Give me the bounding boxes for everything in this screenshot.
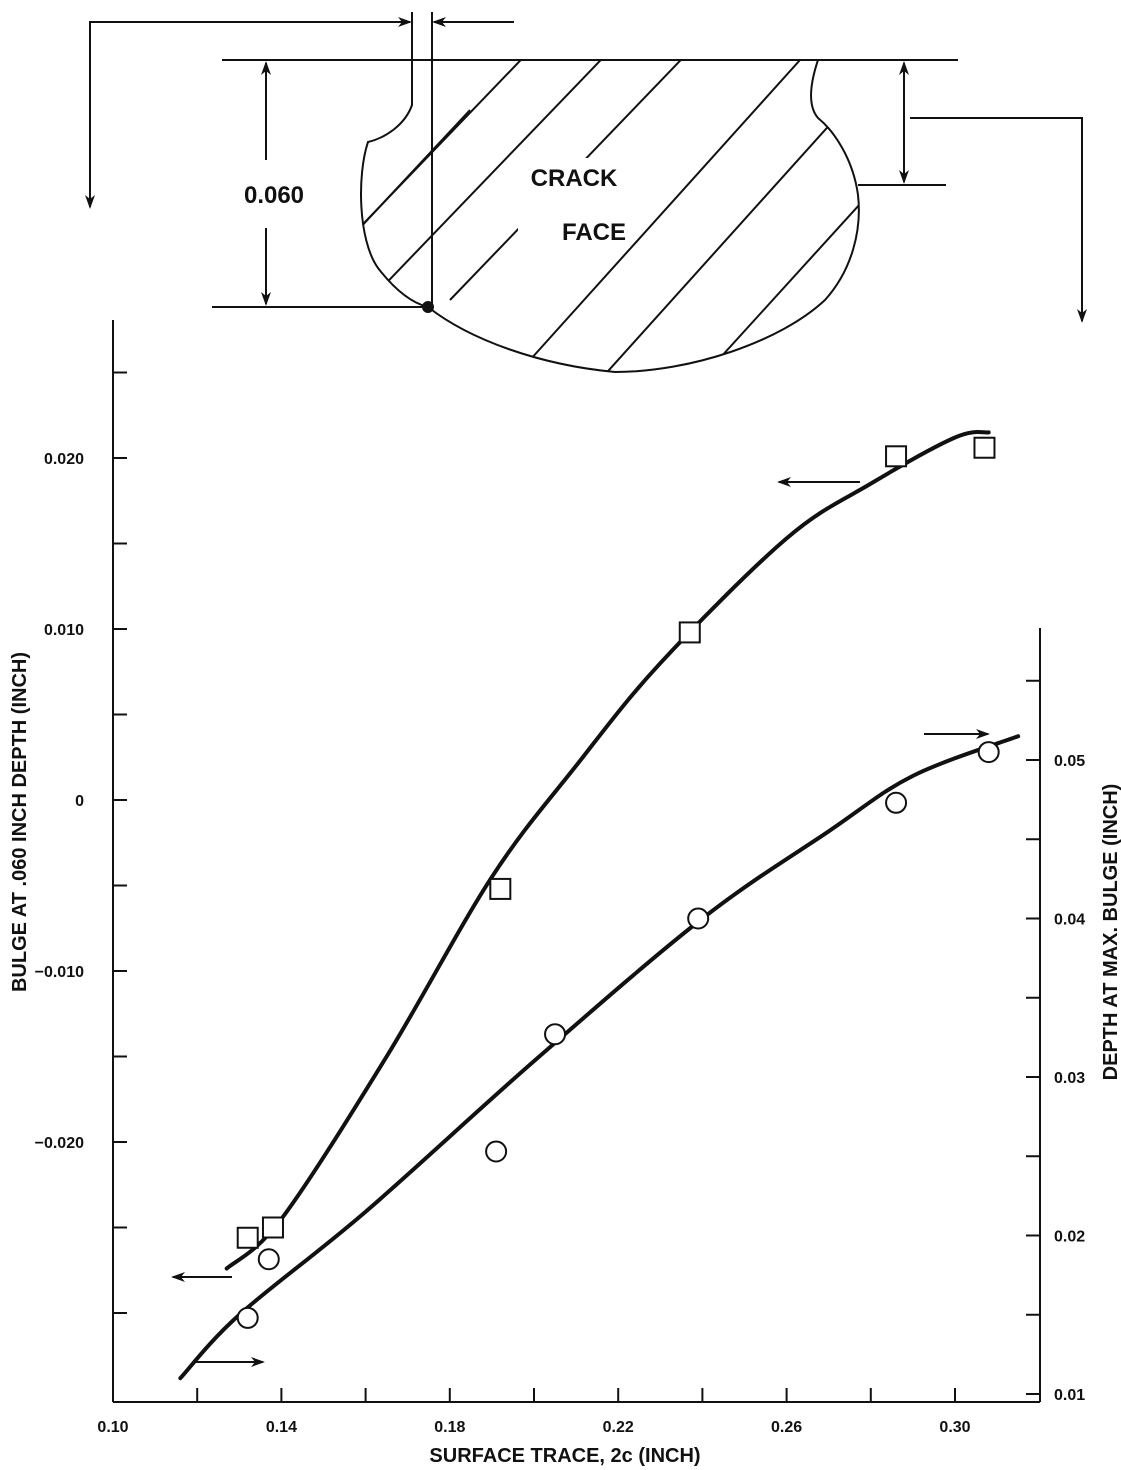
leader-line-left — [85, 21, 362, 209]
y-tick-label: 0.020 — [44, 451, 84, 468]
crack-face-diagram: 0.060 CRACK FACE — [85, 12, 1087, 374]
bulge-fit-curve — [224, 430, 991, 1271]
y2-tick-label: 0.04 — [1054, 912, 1085, 929]
x-tick-label: 0.26 — [771, 1419, 802, 1436]
x-tick-label: 0.14 — [266, 1419, 297, 1436]
chart-axes: SURFACE TRACE, 2c (INCH) BULGE AT .060 I… — [9, 320, 1121, 1467]
circle-data-point — [977, 741, 1000, 764]
dimension-label: 0.060 — [244, 182, 304, 209]
x-tick-label: 0.30 — [939, 1419, 970, 1436]
circle-data-point — [544, 1023, 567, 1046]
x-tick-label: 0.22 — [603, 1419, 634, 1436]
y2-tick-label: 0.05 — [1054, 753, 1085, 770]
fit-curves — [178, 430, 1021, 1381]
depth-fit-curve — [178, 734, 1021, 1381]
y-tick-label: 0.010 — [44, 622, 84, 639]
chart-ticks: 0.10 0.14 0.18 0.22 0.26 0.30 0.020 0.010 0 −0.01… — [35, 371, 1085, 1436]
measurement-point — [422, 301, 434, 313]
leader-line-right — [910, 117, 1087, 323]
y-tick-label: 0 — [75, 793, 84, 810]
square-data-point — [261, 1216, 284, 1239]
circle-data-point — [236, 1306, 259, 1329]
y2-axis-title: DEPTH AT MAX. BULGE (INCH) — [1100, 784, 1121, 1081]
x-tick-label: 0.18 — [434, 1419, 465, 1436]
circle-data-point — [257, 1248, 280, 1271]
series-axis-arrows — [171, 477, 990, 1367]
data-points — [236, 436, 1000, 1329]
crack-label-mask — [518, 158, 630, 248]
y-tick-label: −0.010 — [35, 964, 84, 981]
square-data-point — [678, 621, 701, 644]
y2-tick-label: 0.01 — [1054, 1387, 1085, 1404]
circle-data-point — [885, 791, 908, 814]
y2-tick-label: 0.03 — [1054, 1070, 1085, 1087]
square-data-point — [489, 877, 512, 900]
x-tick-label: 0.10 — [97, 1419, 128, 1436]
y2-tick-label: 0.02 — [1054, 1229, 1085, 1246]
diagram-label-face: FACE — [562, 219, 626, 246]
square-data-point — [236, 1226, 259, 1249]
square-data-point — [885, 445, 908, 468]
circle-data-point — [687, 907, 710, 930]
crack-outline — [360, 59, 860, 374]
x-axis-title: SURFACE TRACE, 2c (INCH) — [429, 1445, 700, 1467]
circle-data-point — [485, 1140, 508, 1163]
square-data-point — [973, 436, 996, 459]
diagram-label-crack: CRACK — [531, 165, 618, 192]
y-axis-title: BULGE AT .060 INCH DEPTH (INCH) — [9, 652, 31, 992]
y-tick-label: −0.020 — [35, 1135, 84, 1152]
